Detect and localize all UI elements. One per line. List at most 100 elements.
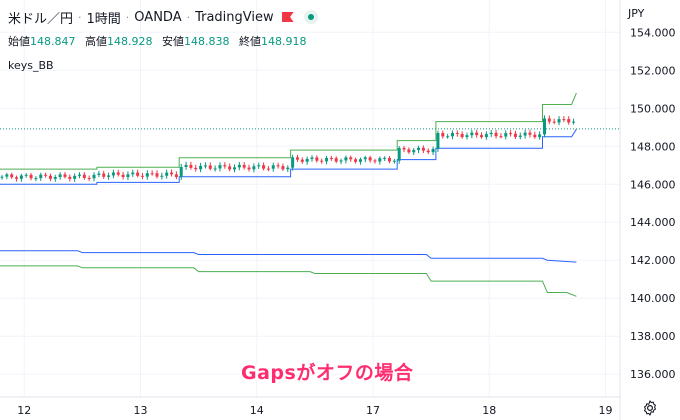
candle-body — [562, 119, 566, 121]
candle-body — [271, 165, 275, 169]
low-value: 148.838 — [184, 35, 230, 48]
candle-body — [53, 176, 57, 179]
price-tick-label: 148.000 — [630, 140, 676, 153]
candle-body — [421, 147, 425, 151]
low-label: 安値 — [162, 35, 184, 48]
candle-body — [320, 160, 324, 162]
candle-body — [315, 157, 319, 161]
candle-body — [262, 165, 266, 169]
candle-body — [339, 160, 343, 162]
open-label: 始値 — [8, 35, 30, 48]
candle-body — [68, 176, 72, 179]
currency-label[interactable]: JPY — [628, 7, 645, 20]
candle-body — [136, 172, 140, 176]
candle-body — [441, 133, 445, 137]
candle-body — [465, 135, 469, 138]
candle-body — [460, 133, 464, 138]
price-tick-label: 140.000 — [630, 292, 676, 305]
candle-body — [354, 159, 358, 162]
candle-body — [97, 173, 101, 175]
candle-body — [455, 132, 459, 134]
candle-body — [266, 168, 270, 170]
open-value: 148.847 — [30, 35, 76, 48]
candle-body — [392, 160, 396, 162]
candle-body — [131, 172, 135, 175]
price-tick-label: 152.000 — [630, 64, 676, 77]
candle-body — [286, 167, 290, 170]
price-tick-label: 146.000 — [630, 178, 676, 191]
candle-body — [247, 167, 251, 170]
indicator-label[interactable]: keys_BB — [8, 59, 54, 72]
candle-body — [160, 175, 164, 177]
separator-dot: · — [125, 10, 130, 24]
candle-body — [484, 134, 488, 138]
candle-body — [383, 157, 387, 159]
price-tick-label: 144.000 — [630, 216, 676, 229]
candle-body — [538, 134, 542, 138]
time-tick-label: 18 — [482, 404, 496, 417]
symbol-name[interactable]: 米ドル／円 — [8, 11, 74, 27]
candle-body — [543, 118, 546, 135]
candle-body — [305, 158, 309, 162]
candle-body — [170, 172, 174, 175]
annotation-caption: Gapsがオフの場合 — [241, 362, 414, 384]
candle-body — [208, 165, 212, 169]
candle-body — [92, 174, 96, 179]
candle-body — [523, 132, 527, 136]
flag-icon[interactable] — [281, 12, 294, 22]
broker-label: OANDA — [134, 9, 182, 25]
candle-body — [547, 118, 551, 122]
time-tick-label: 17 — [366, 404, 380, 417]
candle-body — [509, 133, 513, 135]
candle-body — [513, 133, 517, 137]
chart-header: 米ドル／円 · 1時間 · OANDA · TradingView — [8, 7, 318, 27]
price-tick-label: 150.000 — [630, 102, 676, 115]
candle-body — [349, 157, 353, 160]
candle-body — [102, 173, 106, 177]
candle-body — [223, 165, 227, 167]
candle-body — [533, 134, 537, 138]
candle-body — [111, 172, 115, 176]
interval-label[interactable]: 1時間 — [86, 11, 121, 27]
candle-body — [184, 164, 188, 168]
candle-body — [237, 164, 241, 168]
ohlc-legend: 始値148.847 高値148.928 安値148.838 終値148.918 — [8, 33, 313, 49]
candle-body — [58, 174, 62, 177]
candle-body — [174, 174, 178, 178]
price-tick-label: 138.000 — [630, 330, 676, 343]
time-tick-label: 19 — [598, 404, 612, 417]
candle-body — [480, 135, 484, 138]
candle-body — [78, 174, 81, 176]
candle-body — [179, 167, 183, 178]
candle-body — [557, 119, 561, 123]
candle-body — [436, 133, 440, 149]
high-value: 148.928 — [107, 35, 153, 48]
settings-gear-icon[interactable] — [641, 399, 659, 417]
candle-body — [504, 133, 508, 137]
candle-body — [552, 121, 556, 123]
close-label: 終値 — [239, 35, 261, 48]
candle-body — [145, 173, 149, 177]
candle-body — [116, 172, 120, 175]
time-tick-label: 14 — [250, 404, 264, 417]
candle-body — [203, 165, 207, 167]
candle-body — [218, 165, 222, 169]
candle-body — [257, 165, 261, 167]
candle-body — [499, 136, 503, 138]
candle-body — [368, 157, 372, 161]
candle-body — [281, 166, 285, 170]
candle-body — [407, 149, 411, 153]
candle-body — [397, 147, 401, 161]
candle-body — [329, 157, 333, 159]
candle-body — [73, 175, 77, 179]
candle-body — [213, 168, 217, 170]
price-tick-label: 154.000 — [630, 26, 676, 39]
candle-body — [29, 174, 33, 179]
candle-body — [24, 174, 28, 176]
chart-grid — [0, 0, 620, 397]
candle-body — [10, 174, 14, 178]
candle-body — [470, 132, 474, 136]
candle-body — [388, 157, 391, 162]
separator-dot: · — [78, 10, 82, 24]
